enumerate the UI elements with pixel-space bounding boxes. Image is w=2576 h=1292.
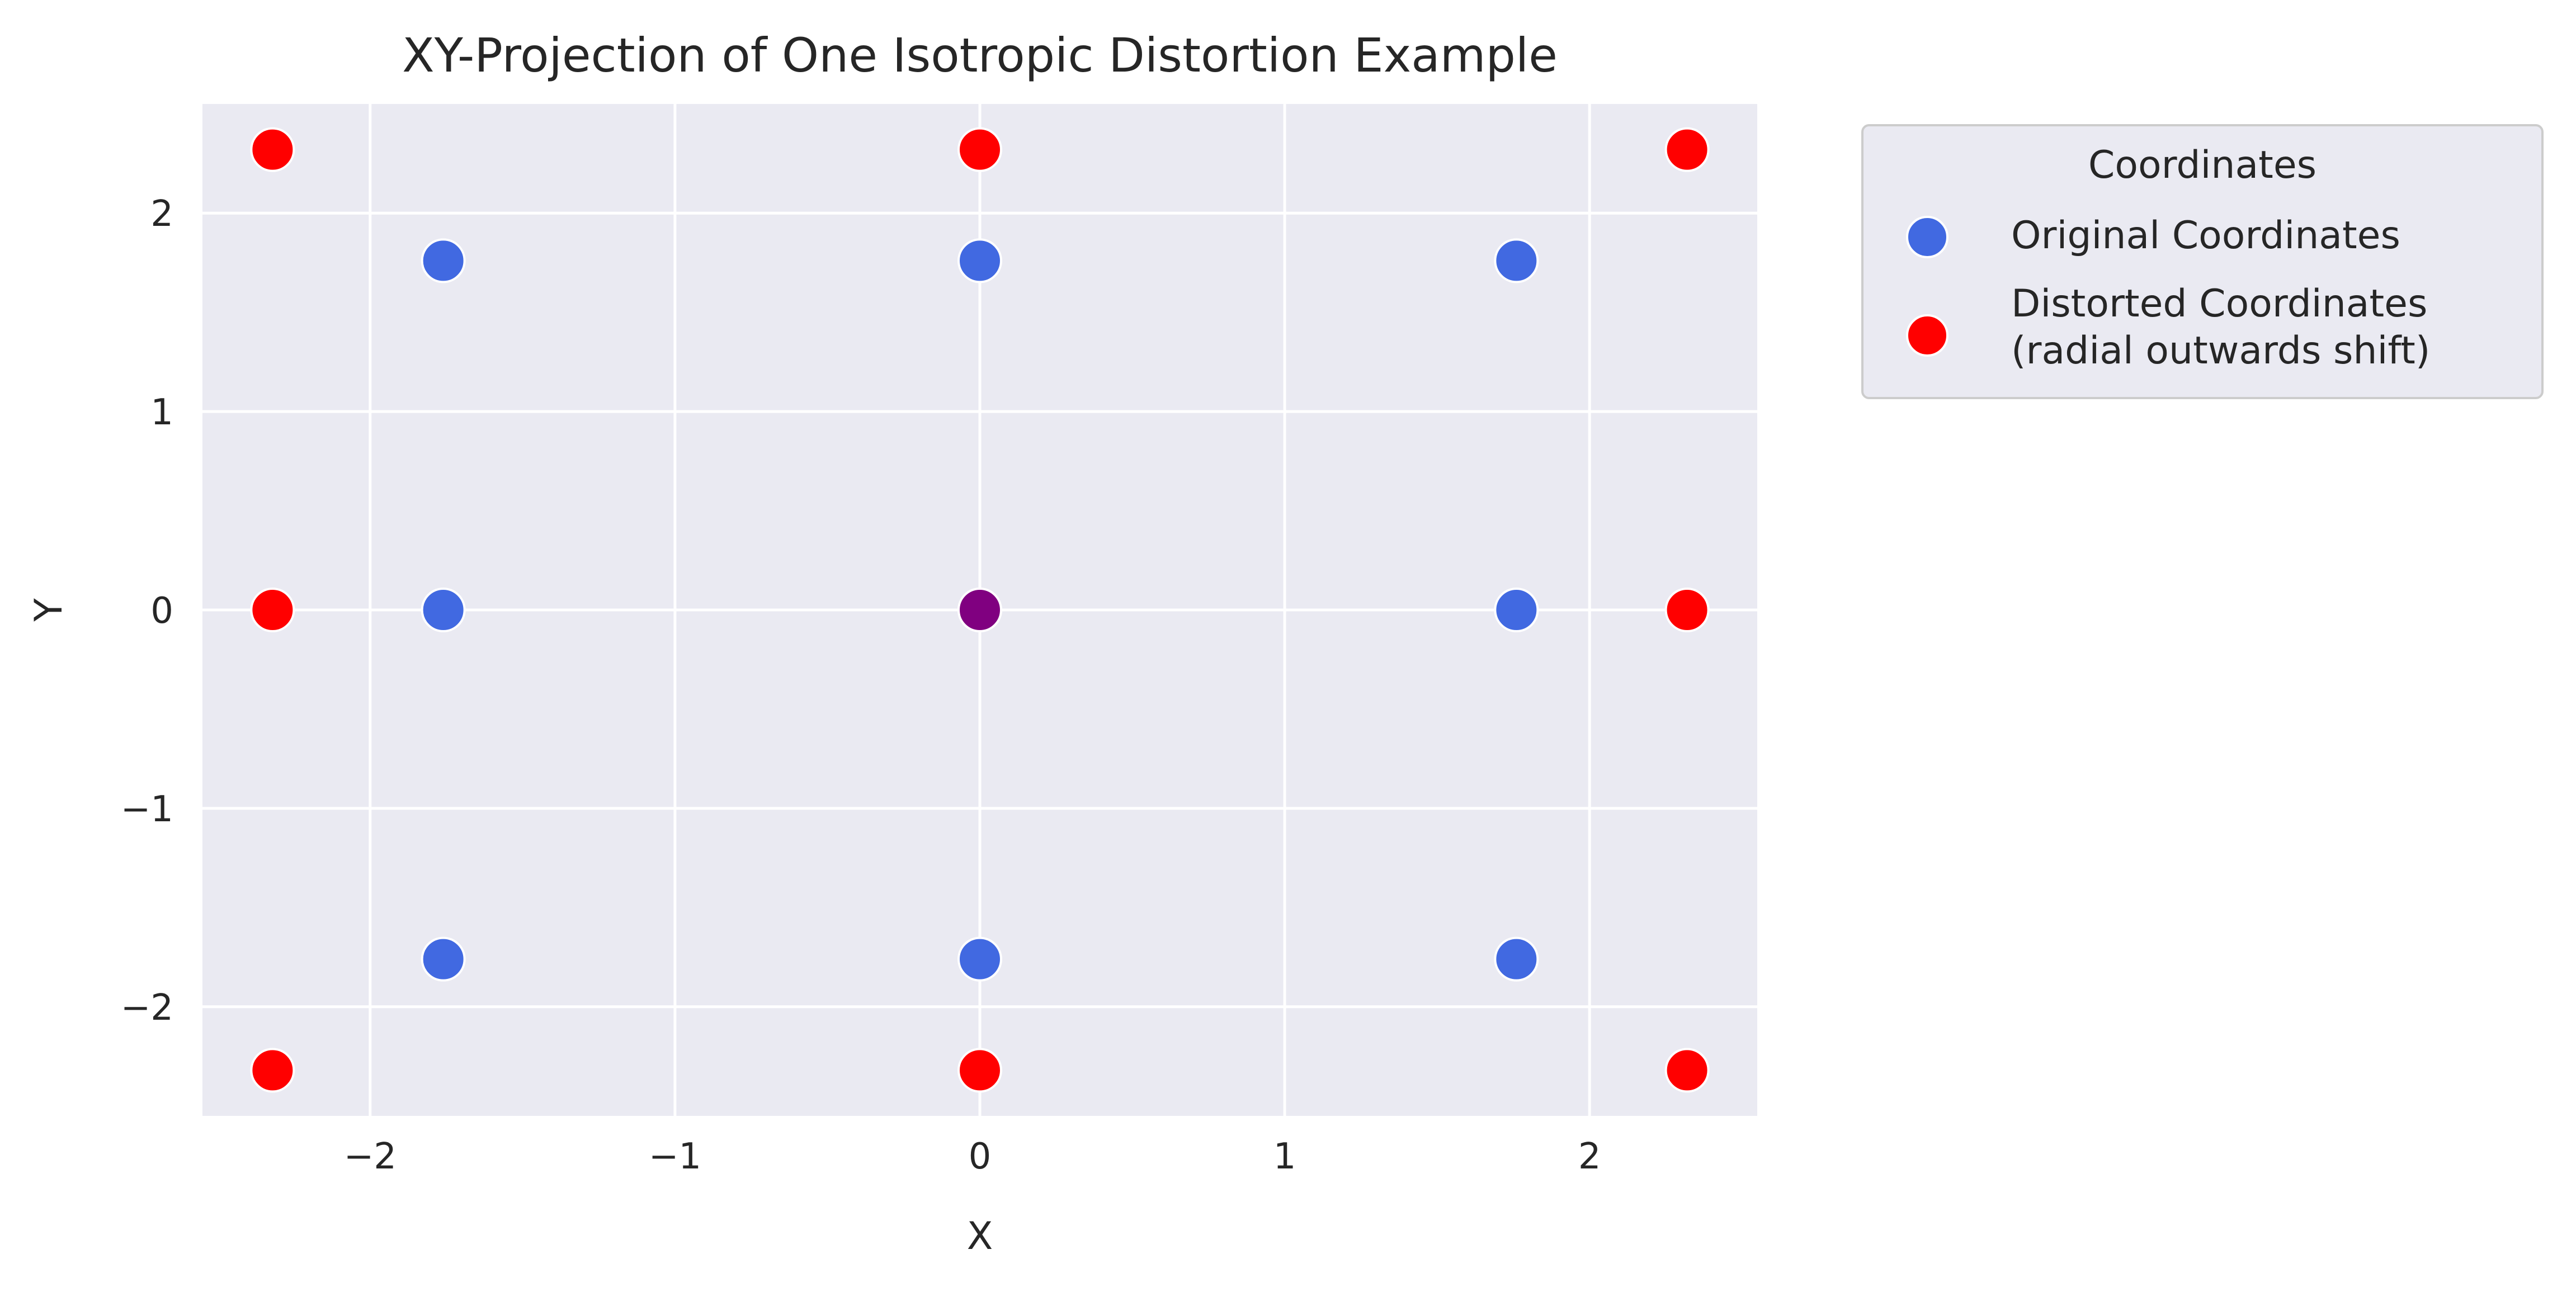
data-point-series-0 (421, 936, 466, 982)
legend-label-distorted-line1: Distorted Coordinates (2011, 282, 2427, 326)
data-point-series-1 (1664, 1048, 1710, 1093)
y-tick-label: 2 (150, 193, 173, 235)
x-tick-label: 1 (1273, 1136, 1296, 1177)
data-point-series-1 (250, 588, 295, 632)
x-tick-label: 0 (969, 1136, 992, 1177)
x-axis-label: X (967, 1214, 993, 1258)
y-tick-label: −1 (121, 789, 173, 830)
y-tick-label: −2 (121, 987, 173, 1029)
x-tick-label: −2 (344, 1136, 397, 1177)
legend: Coordinates Original Coordinates Distort… (1861, 124, 2544, 399)
data-point-series-0 (421, 238, 466, 283)
legend-label-original: Original Coordinates (2011, 214, 2400, 258)
data-points (250, 127, 1710, 1093)
x-tick-label: −1 (649, 1136, 701, 1177)
data-point-series-1 (1664, 588, 1710, 632)
data-point-series-0 (1494, 588, 1539, 632)
chart-title: XY-Projection of One Isotropic Distortio… (402, 28, 1558, 83)
x-tick-label: 2 (1578, 1136, 1601, 1177)
legend-box (1861, 124, 2544, 399)
data-point-series-0 (957, 238, 1002, 283)
legend-title: Coordinates (2088, 143, 2316, 187)
legend-label-distorted-line2: (radial outwards shift) (2011, 329, 2430, 373)
data-point-series-0 (421, 588, 466, 632)
tick-labels: −2 −1 0 1 2 −2 −1 0 1 2 (121, 193, 1601, 1177)
legend-marker-original (1906, 216, 1948, 258)
y-tick-label: 0 (150, 590, 173, 632)
data-point-series-1 (957, 127, 1002, 172)
data-point-series-0 (1494, 936, 1539, 982)
data-point-series-0 (1494, 238, 1539, 283)
y-axis-label: Y (27, 598, 71, 622)
data-point-series-2 (957, 588, 1002, 632)
data-point-series-1 (250, 1048, 295, 1093)
legend-marker-distorted (1906, 314, 1948, 357)
data-point-series-1 (957, 1048, 1002, 1093)
data-point-series-1 (250, 127, 295, 172)
data-point-series-1 (1664, 127, 1710, 172)
data-point-series-0 (957, 936, 1002, 982)
y-tick-label: 1 (150, 392, 173, 433)
